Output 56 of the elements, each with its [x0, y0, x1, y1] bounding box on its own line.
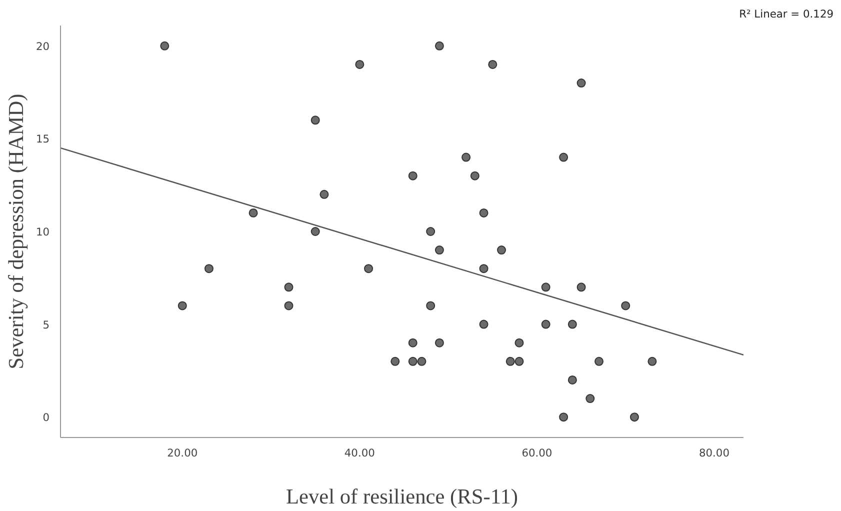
- x-tick-label: 80.00: [698, 446, 730, 460]
- point: [408, 356, 418, 366]
- point: [364, 264, 374, 274]
- point: [576, 282, 586, 292]
- point: [178, 301, 187, 310]
- point: [630, 412, 639, 422]
- point: [434, 338, 444, 348]
- y-tick-label: 15: [36, 132, 50, 146]
- point: [284, 282, 294, 292]
- point: [426, 227, 436, 236]
- point: [568, 375, 577, 384]
- x-axis-title: Level of resilience (RS-11): [286, 484, 518, 508]
- point: [434, 246, 444, 255]
- x-tick-label: 60.00: [522, 446, 552, 460]
- point: [479, 264, 488, 274]
- point: [559, 152, 568, 162]
- point: [160, 41, 170, 50]
- x-tick-label: 40.00: [344, 446, 376, 460]
- point: [408, 171, 418, 180]
- y-tick-label: 0: [42, 411, 50, 424]
- point: [426, 301, 436, 310]
- y-axis-title: Severity of depression (HAMD): [4, 94, 28, 370]
- point: [586, 394, 595, 404]
- point: [621, 301, 630, 310]
- y-tick-label: 5: [42, 318, 50, 332]
- point: [479, 208, 488, 218]
- point: [310, 227, 320, 236]
- text: R² Linear = 0.129: [739, 8, 834, 20]
- point: [594, 356, 604, 366]
- point: [310, 116, 320, 125]
- y-tick-label: 20: [36, 40, 50, 53]
- point: [576, 78, 586, 88]
- point: [284, 301, 294, 310]
- point: [462, 152, 471, 162]
- point: [408, 338, 418, 348]
- point: [648, 356, 657, 366]
- point: [541, 320, 550, 329]
- point: [470, 171, 480, 180]
- point: [497, 246, 506, 255]
- x-tick-label: 20.00: [167, 446, 198, 460]
- point: [488, 60, 498, 69]
- point: [479, 320, 488, 329]
- point: [248, 208, 258, 218]
- point: [568, 320, 577, 329]
- point: [417, 356, 426, 366]
- point: [204, 264, 214, 274]
- point: [355, 60, 364, 69]
- point: [434, 41, 444, 50]
- point: [541, 282, 550, 292]
- point: [390, 356, 400, 366]
- point: [559, 412, 568, 422]
- point: [320, 190, 329, 199]
- y-tick-label: 10: [36, 226, 50, 238]
- point: [506, 356, 515, 366]
- point: [514, 356, 524, 366]
- point: [514, 338, 524, 348]
